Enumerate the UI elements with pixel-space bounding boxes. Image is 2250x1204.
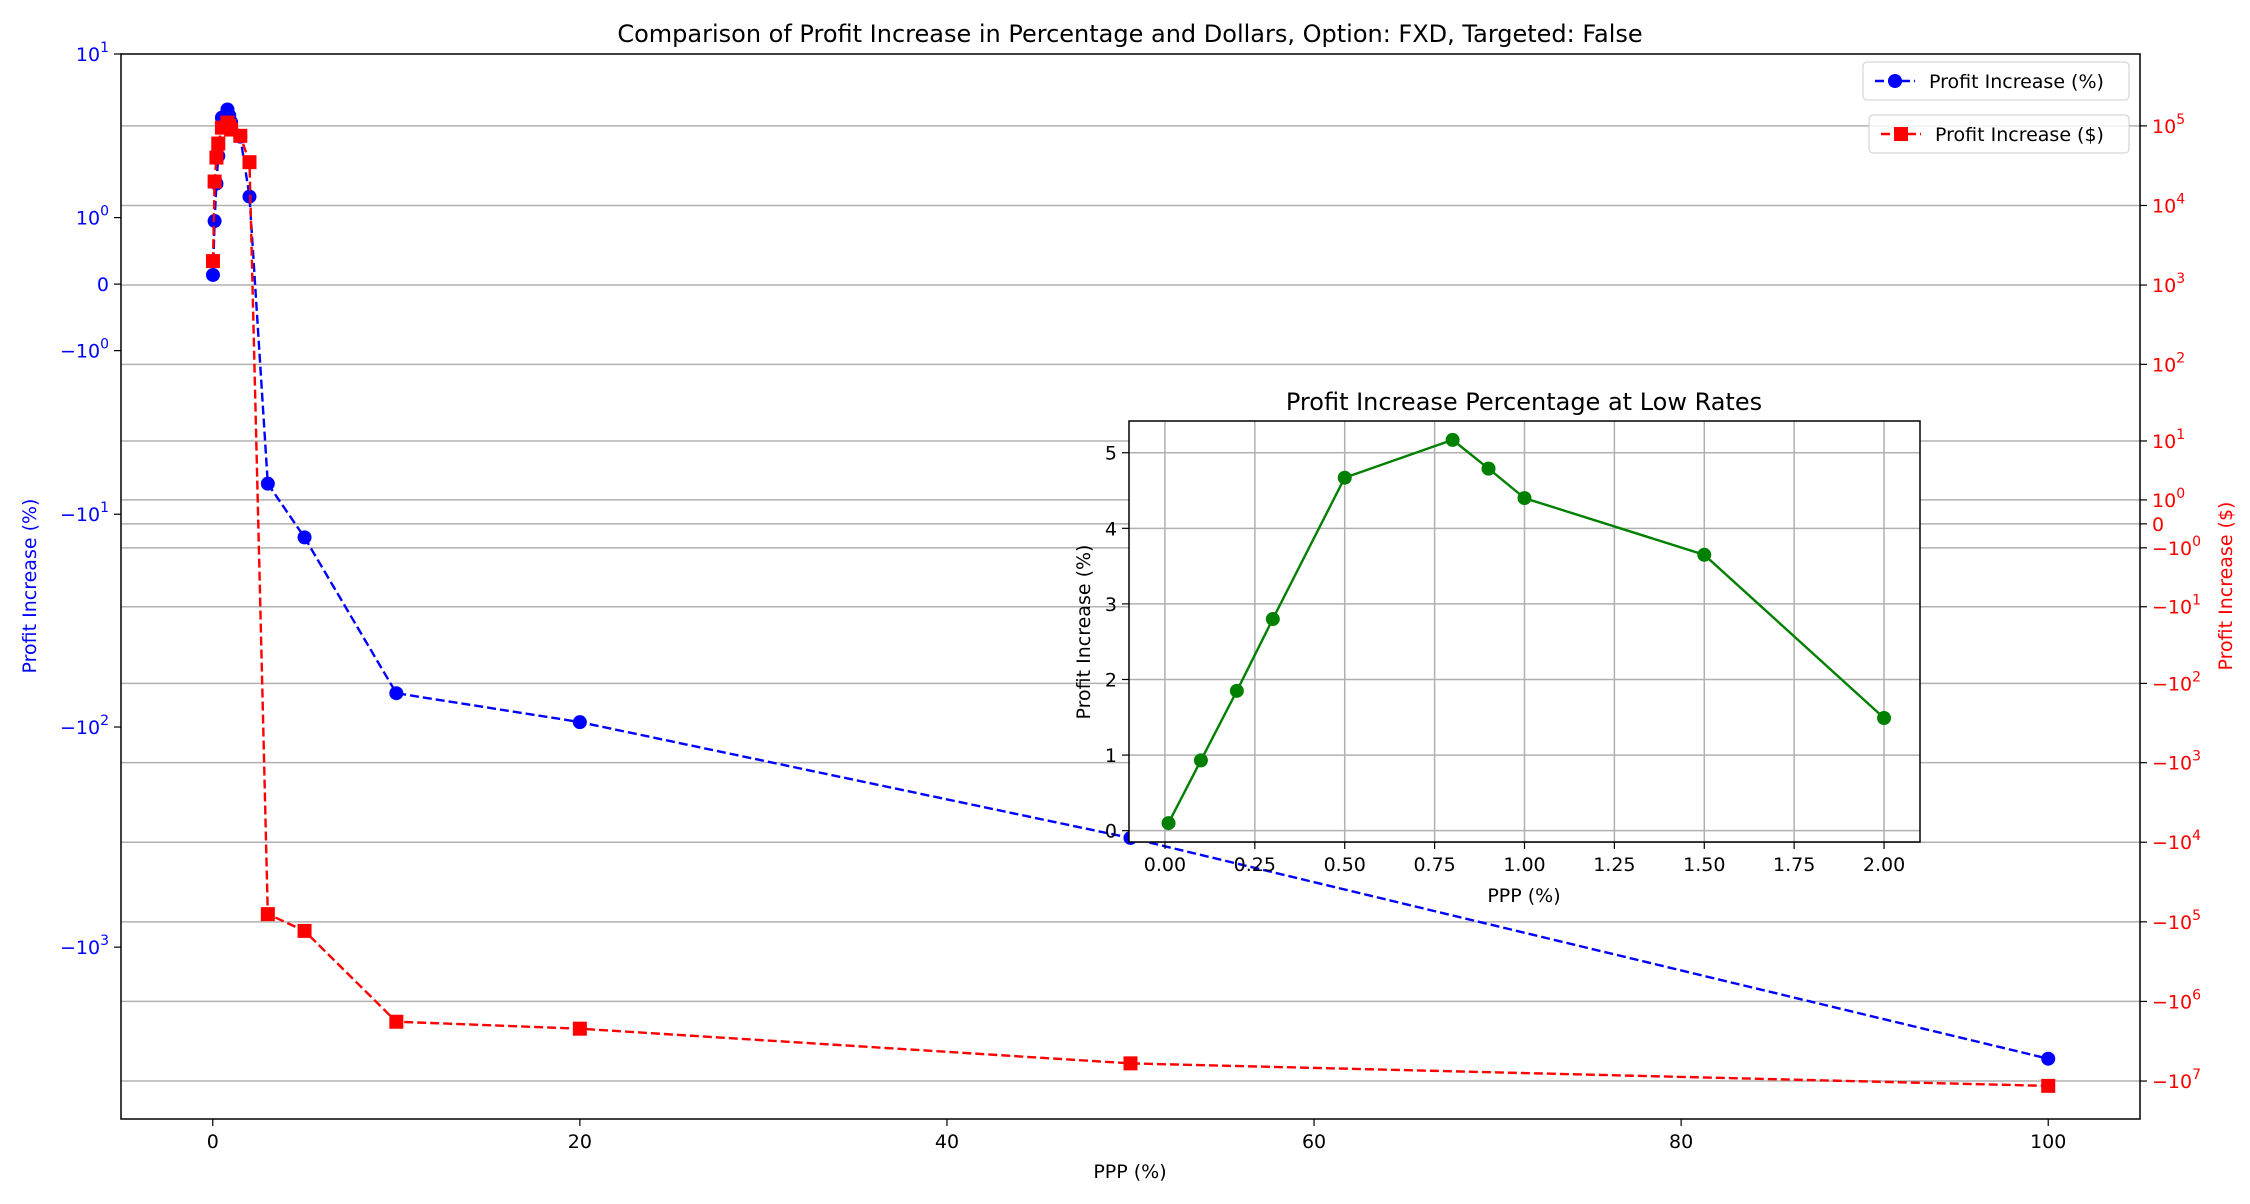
main-series bbox=[205, 102, 2056, 1093]
inset-x-tick-label: 0.00 bbox=[1144, 854, 1186, 876]
x-tick-label: 100 bbox=[2030, 1131, 2066, 1153]
x-tick-label: 40 bbox=[935, 1131, 959, 1153]
inset-y-tick-label: 5 bbox=[1105, 443, 1117, 465]
data-point-square bbox=[572, 1021, 587, 1036]
legend-marker-circle bbox=[1888, 74, 1902, 88]
left-y-tick-label: 100 bbox=[76, 204, 109, 230]
inset-data-point bbox=[1161, 816, 1176, 831]
right-y-tick-label: 0 bbox=[2152, 514, 2164, 536]
legend-marker-square bbox=[1894, 127, 1908, 141]
right-y-tick-label: −104 bbox=[2152, 828, 2201, 854]
inset-x-tick-label: 2.00 bbox=[1863, 854, 1905, 876]
inset-chart-title: Profit Increase Percentage at Low Rates bbox=[1286, 388, 1762, 416]
inset-x-tick-label: 0.50 bbox=[1324, 854, 1366, 876]
right-y-tick-label: 105 bbox=[2152, 112, 2185, 138]
legend-label: Profit Increase ($) bbox=[1935, 124, 2104, 146]
inset-x-tick-label: 1.25 bbox=[1593, 854, 1635, 876]
main-chart-title: Comparison of Profit Increase in Percent… bbox=[617, 20, 1642, 48]
inset-y-tick-label: 2 bbox=[1105, 669, 1117, 691]
x-tick-label: 0 bbox=[207, 1131, 219, 1153]
inset-x-axis-label: PPP (%) bbox=[1487, 885, 1560, 907]
inset-data-point bbox=[1193, 753, 1208, 768]
inset-x-tick-label: 1.75 bbox=[1773, 854, 1815, 876]
data-point-square bbox=[1123, 1056, 1138, 1071]
legend-box bbox=[1868, 114, 2130, 154]
main-plot-frame bbox=[120, 53, 2141, 1120]
inset-series bbox=[1161, 432, 1892, 831]
left-y-tick-label: −103 bbox=[60, 933, 109, 959]
data-point-square bbox=[233, 128, 248, 143]
data-point-circle bbox=[205, 267, 220, 282]
data-point-circle bbox=[389, 686, 404, 701]
legend-label: Profit Increase (%) bbox=[1929, 71, 2104, 93]
inset-data-point bbox=[1445, 432, 1460, 447]
main-axes: 0 20 40 60 80 1001011000−100−101−102−10310510… bbox=[60, 40, 2201, 1153]
left-y-axis-label: Profit Increase (%) bbox=[19, 499, 41, 674]
x-tick-label: 80 bbox=[1669, 1131, 1693, 1153]
x-tick-label: 20 bbox=[568, 1131, 592, 1153]
right-y-tick-label: 100 bbox=[2152, 486, 2185, 512]
inset-y-tick-label: 1 bbox=[1105, 745, 1117, 767]
right-y-tick-label: −106 bbox=[2152, 987, 2201, 1013]
data-point-square bbox=[207, 174, 222, 189]
data-point-square bbox=[260, 907, 275, 922]
right-y-tick-label: −105 bbox=[2152, 908, 2201, 934]
inset-data-point bbox=[1265, 612, 1280, 627]
inset-y-axis-label: Profit Increase (%) bbox=[1073, 545, 1095, 720]
data-point-square bbox=[297, 923, 312, 938]
inset-series-line bbox=[1167, 438, 1885, 824]
right-y-axis-label: Profit Increase ($) bbox=[2215, 502, 2237, 671]
inset-y-tick-label: 0 bbox=[1105, 821, 1117, 843]
main-legend: Profit Increase (%) Profit Increase ($) bbox=[1862, 61, 2130, 154]
right-y-tick-label: −102 bbox=[2152, 669, 2201, 695]
data-point-square bbox=[2041, 1078, 2056, 1093]
right-y-tick-label: −100 bbox=[2152, 534, 2201, 560]
inset-data-point bbox=[1697, 547, 1712, 562]
data-point-square bbox=[211, 136, 226, 151]
inset-x-tick-label: 0.75 bbox=[1413, 854, 1455, 876]
legend-box bbox=[1862, 61, 2130, 101]
x-tick-label: 60 bbox=[1302, 1131, 1326, 1153]
inset-data-point bbox=[1481, 461, 1496, 476]
inset-x-tick-label: 1.00 bbox=[1503, 854, 1545, 876]
inset-x-tick-label: 1.50 bbox=[1683, 854, 1725, 876]
right-y-tick-label: 103 bbox=[2152, 271, 2185, 297]
inset-axes: 0.00 0.25 0.50 0.75 1.00 1.25 1.50 1.75 2.00 0 1 2 3… bbox=[1105, 443, 1905, 876]
inset-data-point bbox=[1877, 711, 1892, 726]
data-point-square bbox=[242, 155, 257, 170]
inset-data-point bbox=[1229, 683, 1244, 698]
data-point-square bbox=[389, 1014, 404, 1029]
left-y-tick-label: −100 bbox=[60, 337, 109, 363]
data-point-circle bbox=[2041, 1051, 2056, 1066]
series-line-1 bbox=[211, 120, 2049, 1088]
inset-y-tick-label: 4 bbox=[1105, 518, 1117, 540]
inset-data-point bbox=[1517, 491, 1532, 506]
data-point-square bbox=[205, 254, 220, 269]
right-y-tick-label: −107 bbox=[2152, 1067, 2201, 1093]
inset-y-tick-label: 3 bbox=[1105, 594, 1117, 616]
left-y-tick-label: −102 bbox=[60, 713, 109, 739]
left-y-tick-label: −101 bbox=[60, 500, 109, 526]
data-point-circle bbox=[297, 530, 312, 545]
main-x-axis-label: PPP (%) bbox=[1093, 1161, 1166, 1183]
data-point-circle bbox=[260, 476, 275, 491]
inset-x-tick-label: 0.25 bbox=[1234, 854, 1276, 876]
right-y-tick-label: 104 bbox=[2152, 191, 2185, 217]
right-y-tick-label: −101 bbox=[2152, 593, 2201, 619]
left-y-tick-label: 0 bbox=[97, 274, 109, 296]
data-point-square bbox=[209, 150, 224, 165]
inset-data-point bbox=[1337, 470, 1352, 485]
right-y-tick-label: 102 bbox=[2152, 350, 2185, 376]
right-y-tick-label: 101 bbox=[2152, 427, 2185, 453]
right-y-tick-label: −103 bbox=[2152, 749, 2201, 775]
data-point-circle bbox=[572, 715, 587, 730]
left-y-tick-label: 101 bbox=[76, 40, 109, 66]
